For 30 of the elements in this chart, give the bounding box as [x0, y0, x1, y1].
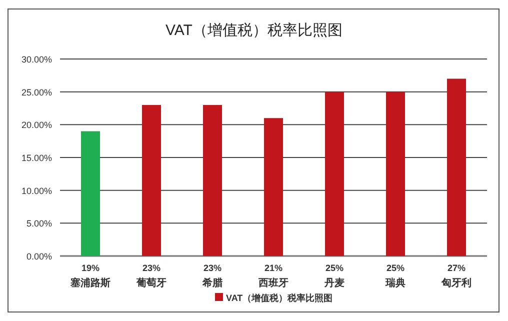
y-tick-label: 30.00%: [21, 54, 52, 64]
y-tick-label: 15.00%: [21, 153, 52, 163]
data-label: 23%: [142, 263, 161, 273]
bar: [447, 78, 466, 256]
y-tick-label: 10.00%: [21, 186, 52, 196]
x-tick-label: 塞浦路斯: [70, 277, 110, 289]
y-tick-label: 0.00%: [26, 252, 52, 262]
y-tick-label: 5.00%: [26, 218, 52, 229]
data-label: 25%: [325, 263, 344, 273]
bar: [325, 92, 344, 256]
x-tick-label: 葡萄牙: [136, 277, 166, 289]
x-tick-label: 西班牙: [258, 277, 288, 289]
bar: [81, 131, 100, 256]
x-tick-label: 瑞典: [384, 277, 406, 289]
bar: [386, 92, 405, 256]
bar: [264, 118, 283, 256]
data-label: 27%: [447, 263, 466, 273]
x-tick-label: 匈牙利: [440, 277, 472, 289]
bar: [203, 104, 222, 256]
bar: [142, 104, 161, 256]
y-tick-label: 25.00%: [21, 87, 52, 98]
data-label: 25%: [386, 263, 405, 273]
data-label: 23%: [203, 263, 222, 273]
chart-title: VAT（增值税）税率比照图: [166, 22, 342, 39]
x-tick-label: 丹麦: [324, 277, 344, 289]
data-label: 21%: [264, 263, 283, 273]
x-tick-label: 希腊: [202, 277, 222, 289]
data-label: 19%: [81, 263, 100, 273]
legend-label: VAT（增值税）税率比照图: [226, 293, 333, 303]
y-tick-label: 20.00%: [21, 120, 52, 130]
